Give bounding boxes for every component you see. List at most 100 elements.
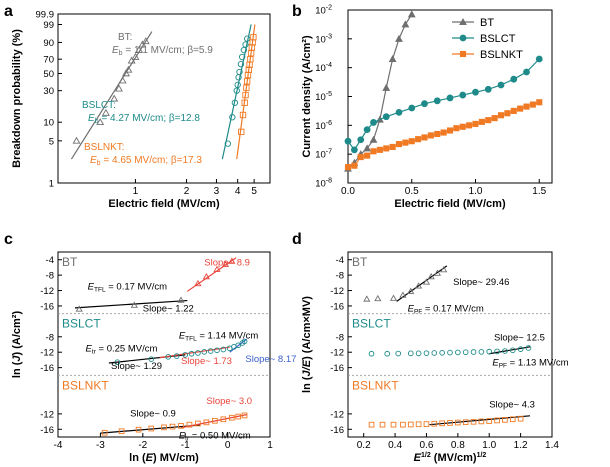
x-axis-label: ln (E) MV/cm) <box>129 452 199 464</box>
data-point-bt <box>213 265 221 272</box>
data-point-bslct <box>384 350 391 357</box>
legend-label: BSLCT <box>480 33 516 45</box>
data-point-bslct <box>240 46 248 54</box>
data-point-bt <box>440 266 448 273</box>
data-point-bt <box>422 278 431 285</box>
data-point-bslnkt <box>407 421 414 428</box>
data-point-bslnkt <box>447 420 453 426</box>
data-point-bslnkt <box>509 416 516 423</box>
panel-letter-a: a <box>4 3 13 20</box>
data-point-bt <box>96 118 105 126</box>
y-tick-label: 50 <box>43 69 54 80</box>
x-tick-label: 2 <box>184 186 190 197</box>
y-tick-exponent: -6 <box>326 120 332 127</box>
x-tick-label: -2 <box>138 440 147 451</box>
data-point-bslnkt <box>220 416 227 423</box>
data-point-bslct <box>182 352 189 358</box>
data-point-bslct <box>207 348 214 354</box>
data-point-bslnkt <box>243 84 250 91</box>
annotation-value: Eb = 4.65 MV/cm; β=17.3 <box>90 155 202 167</box>
data-point-bt <box>389 294 398 301</box>
y-tick-label: -12 <box>40 286 54 297</box>
data-point-bslct <box>446 94 454 102</box>
data-point-bslct <box>231 99 239 106</box>
data-point-bslnkt <box>536 99 543 106</box>
data-point-bt <box>72 136 81 144</box>
data-point-bslct <box>220 346 227 353</box>
data-point-bslct <box>201 348 208 355</box>
legend-label: BSLNKT <box>480 49 523 61</box>
data-point-bslct <box>165 354 172 360</box>
data-point-bslct <box>363 126 371 134</box>
data-point-bt <box>141 37 150 45</box>
legend-label: BT <box>480 17 494 29</box>
y-tick-exponent: -5 <box>326 91 332 98</box>
y-tick-label: -12 <box>40 409 54 420</box>
data-point-bt <box>399 291 407 298</box>
y-tick-base: 10 <box>315 34 326 45</box>
fit-line-bslnkt <box>236 24 256 160</box>
y-tick-exponent: -3 <box>326 33 332 40</box>
y-tick-label: -16 <box>330 425 344 436</box>
x-tick-label: 0.4 <box>388 440 402 451</box>
sub-panel-label-bslct: BSLCT <box>62 317 101 331</box>
data-point-bslct <box>423 350 430 357</box>
data-point-bslnkt <box>491 115 498 122</box>
legend-marker <box>459 50 467 58</box>
y-tick-label: -8 <box>46 271 54 282</box>
data-point-bslnkt <box>239 111 247 119</box>
y-tick-label: 90 <box>43 38 54 49</box>
data-point-bslnkt <box>434 130 441 138</box>
data-point-bslnkt <box>370 148 377 155</box>
data-point-bslnkt <box>485 117 492 124</box>
data-point-bslct <box>395 350 402 357</box>
data-point-bslct <box>224 140 231 147</box>
x-tick-label: 1.0 <box>482 440 496 451</box>
data-point-bslnkt <box>529 101 536 108</box>
sub-panel-label-bslct: BSLCT <box>352 317 391 331</box>
y-tick-label: 10 <box>43 118 54 129</box>
data-point-bslct <box>235 342 242 349</box>
data-point-bslct <box>238 53 246 61</box>
x-tick-label: 3 <box>214 186 220 197</box>
y-tick-label: 5 <box>49 136 54 147</box>
panel-d-poole-frenkel-plot: 0.2 0.4 0.6 0.8 1.0 1.2 1.4 -16 -12 -8 -4 BT Slope~ … <box>301 251 569 464</box>
data-point-bslnkt <box>245 66 252 73</box>
annotation-slope3: Slope~ 4.3 <box>489 400 535 411</box>
data-point-bt <box>363 144 372 152</box>
data-point-bslnkt <box>101 429 108 436</box>
annotation-etr: Etr = 0.25 MV/cm <box>86 343 158 355</box>
data-point-bt <box>130 301 138 308</box>
data-point-bt <box>382 83 391 91</box>
data-point-bslct <box>525 345 532 351</box>
data-point-bslnkt <box>408 138 415 145</box>
y-tick-label: -16 <box>330 301 344 312</box>
data-point-bslnkt <box>446 127 454 134</box>
annotation-title: BT: <box>118 32 132 43</box>
data-point-bslct <box>535 55 543 63</box>
data-point-bslct <box>368 350 375 357</box>
panel-b-current-density-plot: 0.0 0.5 1.0 1.510-810-710-610-510-410-310-2… <box>301 5 553 210</box>
data-point-bt <box>427 272 435 280</box>
data-point-bslnkt <box>502 417 508 423</box>
data-point-bslnkt <box>212 417 218 424</box>
data-point-bslct <box>244 35 251 42</box>
data-point-bslct <box>459 91 467 99</box>
data-point-bt <box>138 40 147 48</box>
y-tick-label: 10-7 <box>315 149 332 161</box>
data-point-bslct <box>415 350 422 357</box>
data-point-bt <box>388 54 397 63</box>
data-point-bslnkt <box>478 418 485 425</box>
data-point-bslct <box>173 353 180 359</box>
data-point-bslnkt <box>357 153 364 161</box>
annotation-slope5: Slope~ 8.17 <box>245 354 296 365</box>
data-point-bslct <box>382 113 390 121</box>
sub-panel-label-bt: BT <box>62 255 78 269</box>
data-point-bslnkt <box>517 105 524 112</box>
y-axis-label: ln (J/E) (A/cm×MV) <box>301 296 313 393</box>
x-tick-label: 1.2 <box>514 440 528 451</box>
data-point-bslnkt <box>229 414 235 421</box>
data-point-bt <box>395 34 403 42</box>
data-point-bt <box>122 69 130 77</box>
x-tick-label: 1.4 <box>545 440 559 451</box>
